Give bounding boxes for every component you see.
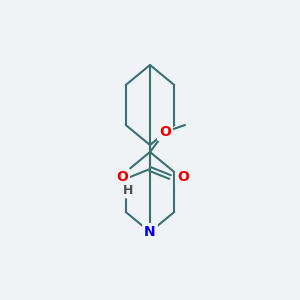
Text: O: O bbox=[159, 125, 171, 139]
Text: N: N bbox=[144, 225, 156, 239]
Text: O: O bbox=[177, 170, 189, 184]
Text: O: O bbox=[116, 170, 128, 184]
Text: H: H bbox=[123, 184, 133, 196]
